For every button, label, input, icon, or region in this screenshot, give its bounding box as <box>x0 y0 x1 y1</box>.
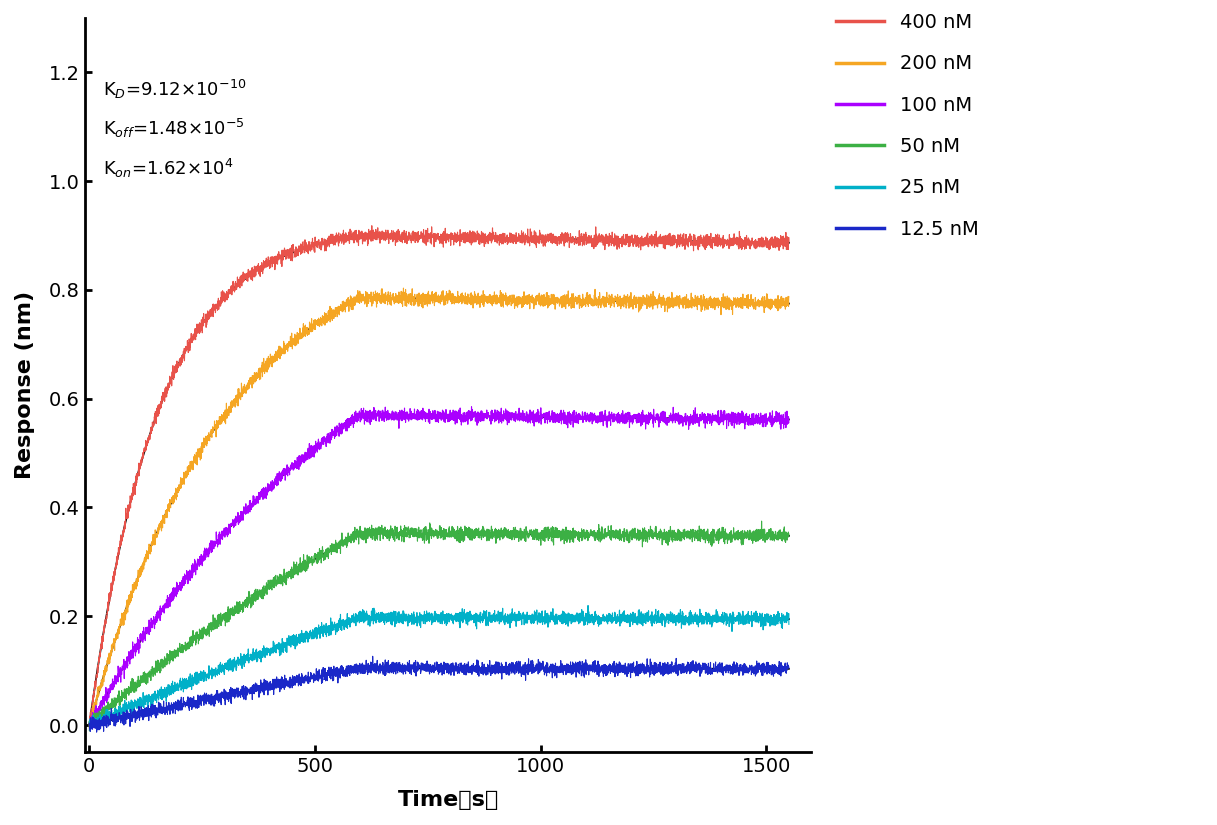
X-axis label: Time（s）: Time（s） <box>398 790 499 810</box>
Y-axis label: Response (nm): Response (nm) <box>15 291 35 479</box>
Legend: 400 nM, 200 nM, 100 nM, 50 nM, 25 nM, 12.5 nM: 400 nM, 200 nM, 100 nM, 50 nM, 25 nM, 12… <box>836 13 978 238</box>
Text: K$_D$=9.12×10$^{-10}$
K$_{off}$=1.48×10$^{-5}$
K$_{on}$=1.62×10$^{4}$: K$_D$=9.12×10$^{-10}$ K$_{off}$=1.48×10$… <box>102 78 246 180</box>
